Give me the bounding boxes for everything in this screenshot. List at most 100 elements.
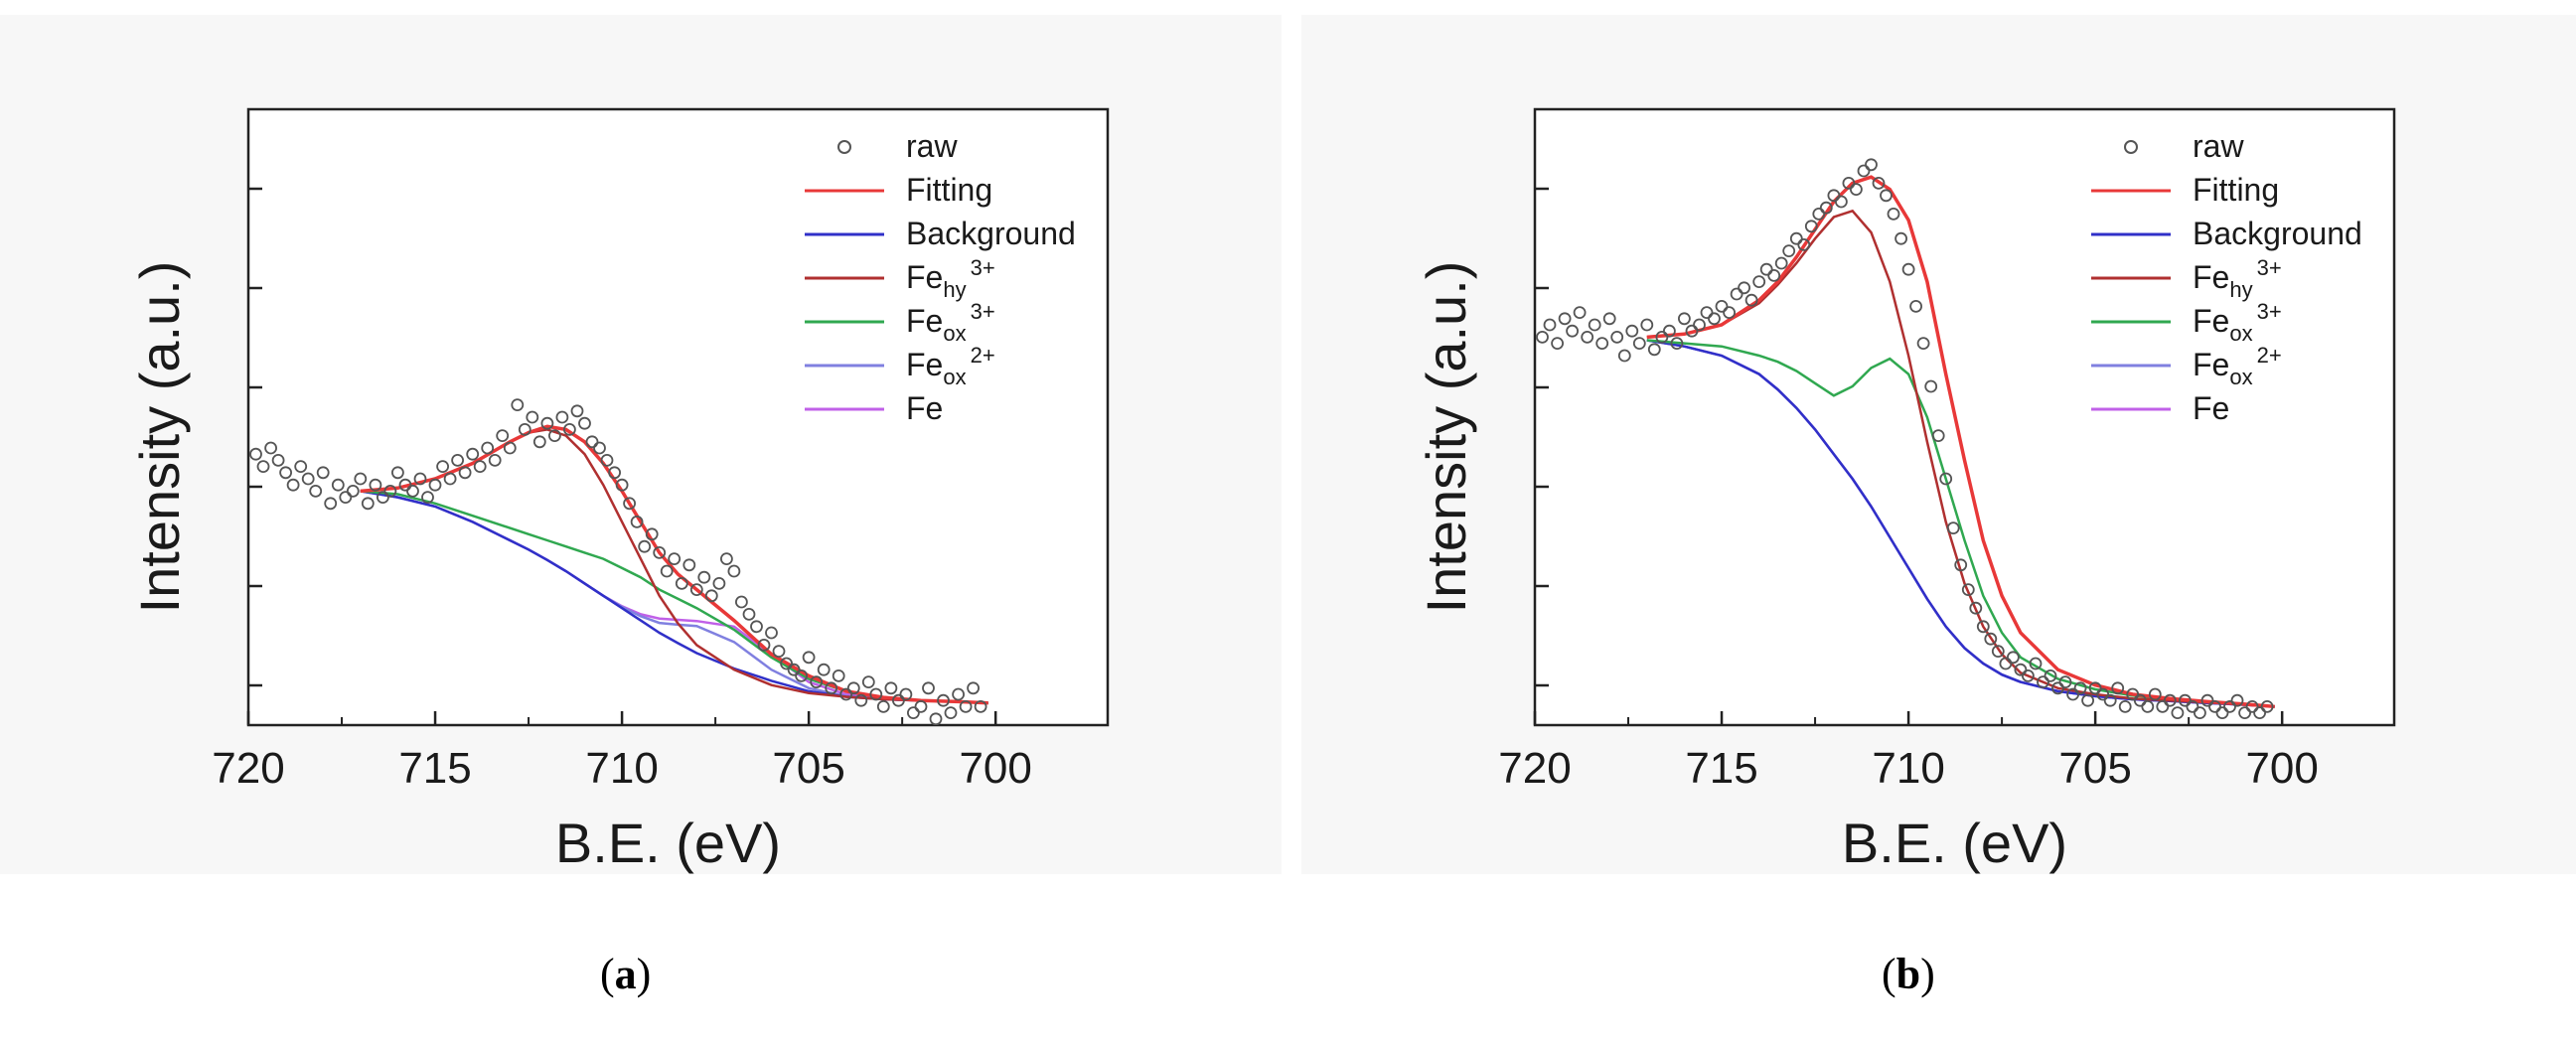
raw-point [481, 441, 495, 455]
chart-panel-b: 720 715 710 705 700 B.E. (eV) Intensity (a.u.)… [1415, 107, 2396, 874]
raw-point [2186, 700, 2199, 713]
raw-point [436, 460, 450, 474]
raw-point [2037, 675, 2049, 688]
raw-point [937, 693, 950, 707]
raw-point [1969, 601, 1983, 615]
raw-point [279, 466, 293, 480]
raw-point [2073, 681, 2087, 695]
raw-point [331, 478, 345, 492]
raw-point [1670, 337, 1684, 351]
raw-point [383, 484, 397, 498]
raw-point [563, 422, 576, 436]
x-tick-label: 715 [398, 744, 471, 793]
raw-point [548, 429, 561, 443]
x-tick-label: 715 [1685, 744, 1757, 793]
raw-point [1595, 337, 1609, 351]
legend-label-feox3: Feox3+ [906, 299, 995, 346]
legend-swatch-raw [837, 140, 851, 154]
raw-point [1909, 299, 1922, 313]
raw-point [2141, 700, 2155, 713]
raw-point [1581, 330, 1594, 344]
raw-point [339, 491, 353, 505]
raw-point [959, 700, 973, 713]
x-tick-label: 705 [2058, 744, 2131, 793]
raw-point [1797, 237, 1811, 251]
raw-point [697, 570, 711, 584]
raw-point [451, 453, 465, 467]
raw-point [1872, 176, 1886, 190]
x-axis-title: B.E. (eV) [1842, 812, 2067, 874]
caption-b-letter: b [1895, 950, 1921, 998]
raw-point [443, 472, 457, 486]
raw-point [623, 497, 636, 511]
raw-point [869, 687, 883, 701]
raw-point [496, 429, 510, 443]
raw-point [600, 453, 614, 467]
raw-point [2148, 687, 2162, 701]
raw-point [466, 447, 480, 461]
raw-point [1842, 176, 1856, 190]
x-tick-label: 720 [1498, 744, 1571, 793]
series-line-fitting [360, 424, 988, 705]
raw-point [712, 577, 726, 590]
raw-point [876, 700, 890, 713]
raw-point [1931, 429, 1945, 443]
raw-point [704, 589, 718, 603]
legend-label-raw: raw [906, 128, 958, 164]
raw-point [1894, 231, 1907, 245]
raw-point [413, 472, 427, 486]
raw-point [1887, 207, 1900, 221]
legend-label-background: Background [2193, 216, 2362, 251]
raw-point [2253, 706, 2267, 719]
raw-point [286, 478, 300, 492]
raw-point [398, 478, 412, 492]
raw-point [294, 460, 308, 474]
raw-point [2081, 693, 2095, 707]
raw-point [2133, 693, 2147, 707]
raw-point [1625, 324, 1639, 338]
raw-point [2156, 700, 2170, 713]
raw-point [1536, 330, 1549, 344]
raw-point [1857, 164, 1871, 178]
raw-point [264, 441, 278, 455]
raw-point [861, 675, 875, 688]
raw-point [780, 657, 793, 670]
raw-point [1804, 220, 1818, 233]
raw-point [1865, 158, 1878, 172]
caption-a: (a) [600, 950, 652, 998]
raw-point [2111, 681, 2125, 695]
raw-point [1738, 281, 1750, 295]
raw-point [772, 645, 786, 658]
raw-point [346, 484, 360, 498]
raw-point [2022, 669, 2035, 682]
raw-point [1827, 189, 1841, 203]
raw-point [1812, 207, 1826, 221]
raw-point [1916, 337, 1930, 351]
caption-a-letter: a [614, 950, 637, 998]
raw-point [2051, 681, 2064, 695]
raw-point [1880, 189, 1893, 203]
raw-point [2007, 651, 2020, 665]
legend-label-fehy3: Fehy3+ [906, 255, 995, 302]
raw-point [2118, 700, 2132, 713]
raw-point [532, 435, 546, 449]
legend-label-fitting: Fitting [2193, 172, 2279, 208]
x-axis-title: B.E. (eV) [555, 812, 781, 874]
raw-point [1789, 231, 1803, 245]
raw-point [810, 675, 824, 688]
x-tick-label: 700 [2245, 744, 2318, 793]
raw-point [526, 410, 539, 424]
raw-point [354, 472, 368, 486]
raw-point [570, 404, 584, 418]
legend-b: raw Fitting Background Fehy3+Feox3+Feox2+Fe [2091, 128, 2362, 426]
raw-point [735, 595, 748, 609]
raw-point [1723, 306, 1736, 320]
series-line-fitting [1646, 175, 2275, 709]
raw-point [578, 416, 591, 430]
raw-point [742, 608, 756, 621]
raw-point [301, 472, 315, 486]
x-tick-label: 700 [959, 744, 1031, 793]
x-tick-label: 705 [772, 744, 844, 793]
legend-label-background: Background [906, 216, 1076, 251]
